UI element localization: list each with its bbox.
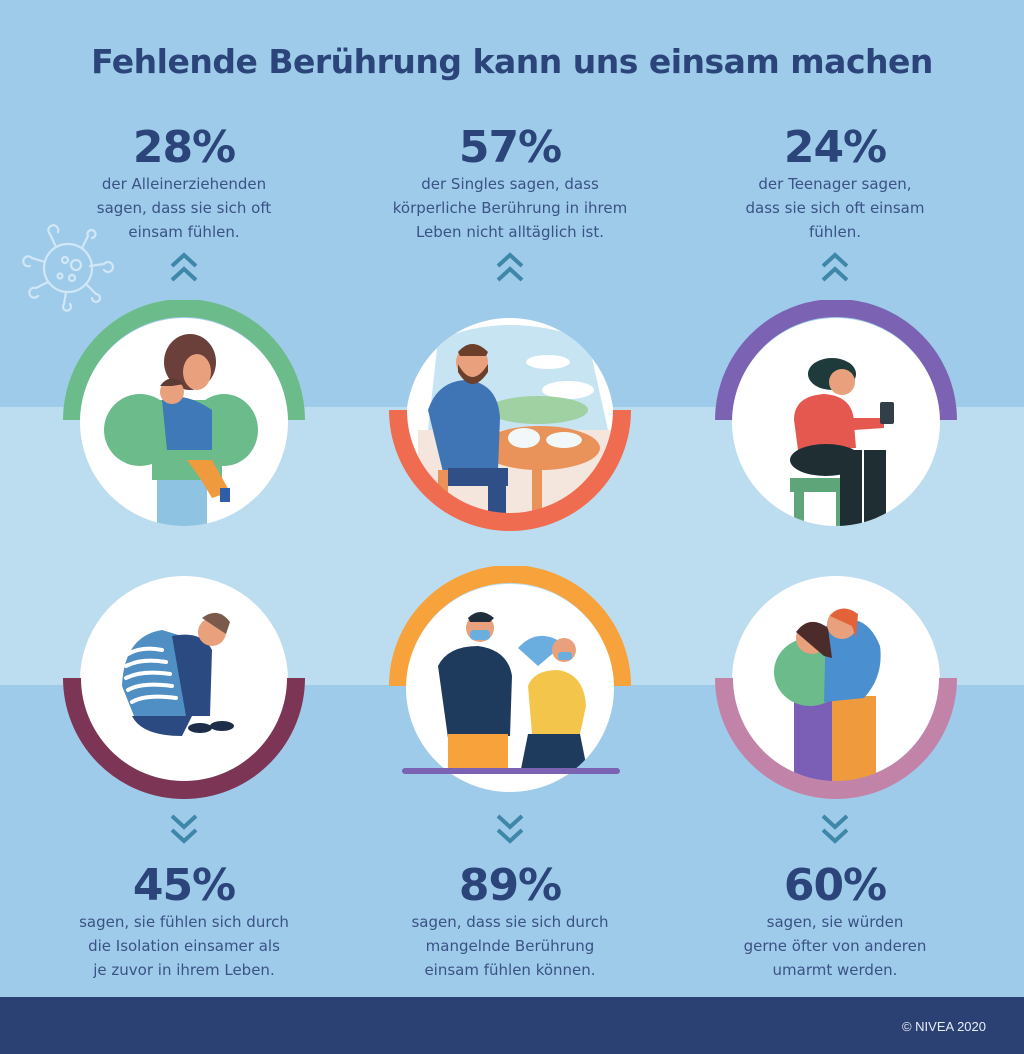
double-chevron-up-icon <box>496 252 524 282</box>
stat-singles: 57% der Singles sagen, dass körperliche … <box>360 124 660 244</box>
stat-lack-of-touch: 89% sagen, dass sie sich durch mangelnde… <box>360 862 660 982</box>
illustration-teen-crying-phone <box>714 300 958 544</box>
arc-green <box>63 300 305 421</box>
illustration-person-hugging-knees <box>62 566 306 810</box>
arc-pink <box>715 677 957 799</box>
arc-purple <box>715 300 957 421</box>
stat-description: der Singles sagen, dass körperliche Berü… <box>392 175 628 241</box>
stat-description: sagen, sie fühlen sich durch die Isolati… <box>79 913 289 979</box>
double-chevron-down-icon <box>496 814 524 844</box>
illustration-man-eating-alone <box>388 300 632 544</box>
stat-want-hugs: 60% sagen, sie würden gerne öfter von an… <box>685 862 985 982</box>
double-chevron-down-icon <box>170 814 198 844</box>
stat-description: der Teenager sagen, dass sie sich oft ei… <box>745 175 925 241</box>
double-chevron-up-icon <box>821 252 849 282</box>
illustration-masked-couple-distanced <box>388 566 632 810</box>
stat-value: 60% <box>783 860 887 911</box>
stat-value: 45% <box>132 860 236 911</box>
arc-red <box>389 409 631 531</box>
stat-description: sagen, sie würden gerne öfter von andere… <box>743 913 927 979</box>
double-chevron-down-icon <box>821 814 849 844</box>
stat-single-parents: 28% der Alleinerziehenden sagen, dass si… <box>34 124 334 244</box>
ground-line <box>402 768 620 774</box>
virus-icon <box>22 224 115 312</box>
footer: © NIVEA 2020 <box>0 997 1024 1054</box>
arc-orange <box>389 566 631 687</box>
double-chevron-up-icon <box>170 252 198 282</box>
stat-value: 89% <box>458 860 562 911</box>
stat-description: sagen, dass sie sich durch mangelnde Ber… <box>411 913 609 979</box>
stat-description: der Alleinerziehenden sagen, dass sie si… <box>96 175 272 241</box>
stat-value: 57% <box>458 122 562 173</box>
illustration-mother-hugging-child <box>62 300 306 544</box>
arc-maroon <box>63 677 305 799</box>
stat-value: 24% <box>783 122 887 173</box>
stat-isolation: 45% sagen, sie fühlen sich durch die Iso… <box>34 862 334 982</box>
illustration-friends-hugging <box>714 566 958 810</box>
page-title: Fehlende Berührung kann uns einsam mache… <box>91 42 933 81</box>
stat-teenagers: 24% der Teenager sagen, dass sie sich of… <box>685 124 985 244</box>
copyright-text: © NIVEA 2020 <box>901 1019 986 1034</box>
stat-value: 28% <box>132 122 236 173</box>
